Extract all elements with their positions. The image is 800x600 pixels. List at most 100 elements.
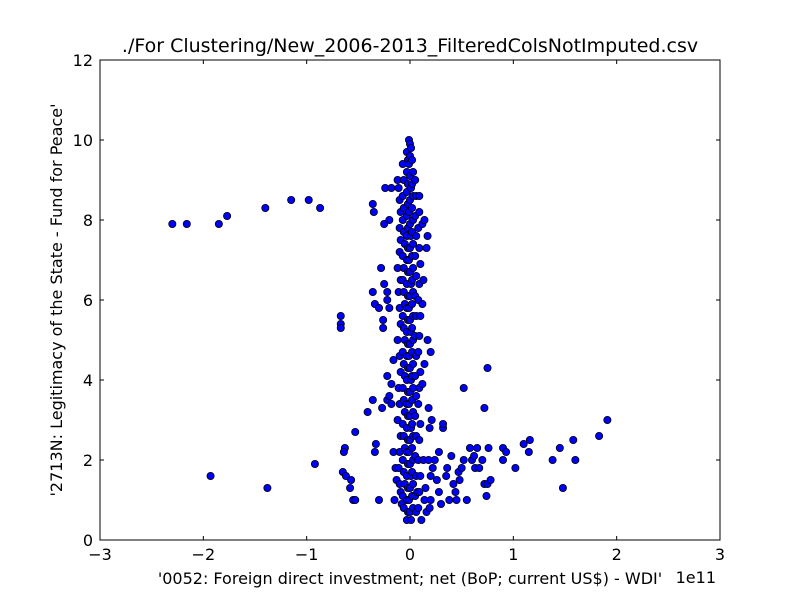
data-point [414, 503, 423, 512]
data-point [430, 455, 439, 464]
data-point [434, 447, 443, 456]
data-point [416, 419, 425, 428]
x-tick-label: −3 [88, 545, 112, 564]
data-point [407, 516, 416, 525]
data-point [486, 475, 495, 484]
data-point [432, 475, 441, 484]
data-point [411, 411, 420, 420]
data-point [434, 487, 443, 496]
data-point [459, 383, 468, 392]
data-point [409, 263, 418, 272]
data-point [409, 479, 418, 488]
data-point [387, 183, 396, 192]
data-point [409, 239, 418, 248]
data-point [571, 455, 580, 464]
x-tick-label: −1 [295, 545, 319, 564]
x-axis-label: '0052: Foreign direct investment; net (B… [158, 569, 662, 588]
data-point [287, 195, 296, 204]
data-point [206, 471, 215, 480]
data-point [462, 495, 471, 504]
data-point [470, 451, 479, 460]
data-point [408, 155, 417, 164]
data-point [385, 391, 394, 400]
data-point [416, 367, 425, 376]
data-point [385, 215, 394, 224]
data-point [398, 455, 407, 464]
data-point [427, 415, 436, 424]
y-tick-label: 2 [83, 451, 93, 470]
data-point [369, 207, 378, 216]
data-point [411, 175, 420, 184]
data-point [439, 419, 448, 428]
data-point [310, 459, 319, 468]
data-point [398, 383, 407, 392]
data-point [420, 215, 429, 224]
data-point [408, 299, 417, 308]
data-point [555, 443, 564, 452]
data-point [483, 363, 492, 372]
data-point [447, 451, 456, 460]
data-point [414, 347, 423, 356]
data-point [519, 439, 528, 448]
data-point [383, 371, 392, 380]
data-point [368, 395, 377, 404]
x-tick-label: 3 [715, 545, 725, 564]
data-point [415, 487, 424, 496]
data-point [595, 431, 604, 440]
y-tick-label: 6 [83, 291, 93, 310]
data-point [383, 295, 392, 304]
data-point [347, 475, 356, 484]
data-point [421, 483, 430, 492]
data-point [182, 219, 191, 228]
data-point [389, 355, 398, 364]
data-point [394, 183, 403, 192]
data-point [368, 199, 377, 208]
data-points [168, 135, 612, 525]
data-point [341, 471, 350, 480]
data-point [511, 463, 520, 472]
data-point [368, 287, 377, 296]
x-tick-label: 1 [508, 545, 518, 564]
data-point [436, 499, 445, 508]
data-point [409, 359, 418, 368]
y-tick-label: 0 [83, 531, 93, 550]
data-point [412, 271, 421, 280]
data-point [442, 471, 451, 480]
data-point [223, 211, 232, 220]
data-point [214, 219, 223, 228]
data-point [398, 311, 407, 320]
data-point [394, 463, 403, 472]
data-point [263, 483, 272, 492]
data-point [351, 495, 360, 504]
data-point [424, 403, 433, 412]
y-tick-label: 12 [73, 51, 93, 70]
data-point [443, 463, 452, 472]
data-point [393, 335, 402, 344]
data-point [478, 455, 487, 464]
data-point [473, 443, 482, 452]
y-axis-label: '2713N: Legitimacy of the State - Fund f… [47, 104, 66, 497]
data-point [411, 251, 420, 260]
data-point [419, 275, 428, 284]
data-point [417, 516, 426, 525]
data-point [445, 495, 454, 504]
data-point [425, 503, 434, 512]
data-point [548, 455, 557, 464]
data-point [459, 455, 468, 464]
data-point [558, 483, 567, 492]
data-point [412, 391, 421, 400]
data-point [423, 231, 432, 240]
data-point [482, 491, 491, 500]
data-point [422, 243, 431, 252]
data-point [378, 403, 387, 412]
data-point [416, 471, 425, 480]
data-point [415, 331, 424, 340]
data-point [603, 415, 612, 424]
data-point [370, 447, 379, 456]
data-point [339, 447, 348, 456]
data-point [377, 263, 386, 272]
y-tick-label: 10 [73, 131, 93, 150]
data-point [411, 371, 420, 380]
